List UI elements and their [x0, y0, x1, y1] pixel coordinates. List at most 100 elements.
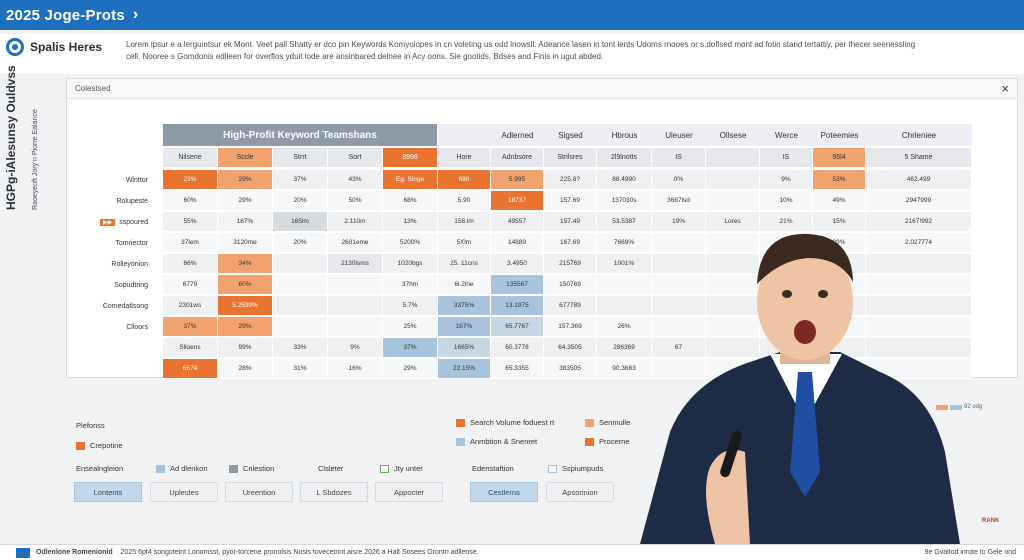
platforms-title: Plefonss: [76, 421, 105, 430]
table-cell: 2947999: [866, 191, 972, 211]
sub-header-cell: 5 Shame: [866, 148, 972, 168]
legend-ambition: Anmbtion & Snenret: [456, 437, 537, 446]
row-label: Tomriector: [70, 233, 148, 253]
table-cell: 50%: [328, 191, 383, 211]
column-header[interactable]: Poteemies: [813, 124, 866, 146]
table-cell: 6674: [163, 359, 218, 379]
sub-header-cell: Strilsres: [544, 148, 597, 168]
retention-button[interactable]: Ureention: [225, 482, 293, 502]
sub-header-cell: Hore: [438, 148, 491, 168]
table-cell: 167.69: [544, 233, 597, 253]
table-cell: 137030s: [597, 191, 652, 211]
engagement-opt-2[interactable]: Cnlestion: [229, 464, 274, 473]
sub-header-cell: Nilsene: [163, 148, 218, 168]
table-cell: 60%: [163, 191, 218, 211]
table-cell: 3120me: [218, 233, 273, 253]
mini-legend: 92 odg: [936, 404, 982, 410]
legend-orange-swatch: [936, 404, 948, 410]
column-header[interactable]: Sigsed: [544, 124, 597, 146]
table-cell: 13%: [383, 212, 438, 232]
legend-label: Procerne: [599, 437, 630, 446]
table-cell: 150769: [544, 275, 597, 295]
column-header[interactable]: Uleuser: [652, 124, 706, 146]
table-cell: Eg. Slnge: [383, 170, 438, 190]
legend-label: Senmulle: [599, 418, 631, 427]
engagement-opt-label: Cnlestion: [243, 464, 275, 473]
close-icon[interactable]: ×: [1001, 81, 1009, 96]
table-cell: 690: [438, 170, 491, 190]
table-cell: 20%: [273, 233, 328, 253]
engagement-opt-3[interactable]: Clsleter: [318, 464, 343, 473]
table-cell: 9%: [760, 170, 813, 190]
column-header[interactable]: Werce: [760, 124, 813, 146]
table-cell: [328, 296, 383, 316]
table-cell: 37%: [273, 170, 328, 190]
row-label: Rolleyonion: [70, 254, 148, 274]
table-cell: [597, 275, 652, 295]
table-cell: 64.3505: [544, 338, 597, 358]
table-cell: 53%: [813, 170, 866, 190]
sub-header-cell: Sort: [328, 148, 383, 168]
updates-button[interactable]: Uplestes: [150, 482, 218, 502]
column-header[interactable]: Chrleniee: [866, 124, 972, 146]
table-cell: [706, 191, 760, 211]
table-cell: 16%: [328, 359, 383, 379]
table-cell: 677789: [544, 296, 597, 316]
table-cell: [652, 254, 706, 274]
table-cell: 9%: [328, 338, 383, 358]
column-header[interactable]: Hbrous: [597, 124, 652, 146]
table-cell: [866, 359, 972, 379]
sub-header-cell: 8996: [383, 148, 438, 168]
table-cell: 165lm: [273, 212, 328, 232]
table-cell: 5200%: [383, 233, 438, 253]
table-cell: 65.3355: [491, 359, 544, 379]
row-label-text: Sopudtring: [114, 281, 148, 289]
table-cell: [706, 254, 760, 274]
table-cell: 29%: [218, 170, 273, 190]
table-cell: 215769: [544, 254, 597, 274]
table-cell: 21%: [760, 212, 813, 232]
watermark-logo: RANK: [982, 518, 1000, 524]
intro-section: Spalis Heres Lorem ipsur e a lerguintsur…: [0, 34, 1024, 74]
column-header[interactable]: Adlerned: [491, 124, 544, 146]
table-cell: 13.1975: [491, 296, 544, 316]
row-label-text: Tomriector: [115, 239, 148, 247]
engagement-opt-4[interactable]: Jty unter: [380, 464, 423, 473]
table-cell: 29%: [218, 317, 273, 337]
orange-light-swatch: [585, 418, 594, 427]
sub-header-cell: Strrt: [273, 148, 328, 168]
table-cell: 53.5387: [597, 212, 652, 232]
sizes-button[interactable]: L Sbdozes: [300, 482, 368, 502]
table-cell: 5.90: [438, 191, 491, 211]
table-cell: 14889: [491, 233, 544, 253]
table-cell: 20%: [273, 191, 328, 211]
appocter-button[interactable]: Appocter: [375, 482, 443, 502]
table-cell: 34%: [218, 254, 273, 274]
adrift-opt[interactable]: Sspiumpuds: [548, 464, 603, 473]
apsonnion-button[interactable]: Apsonnion: [546, 482, 614, 502]
table-cell: 37lem: [163, 233, 218, 253]
engagement-opt-1[interactable]: Ad dlenkon: [156, 464, 208, 473]
legend-senmulle: Senmulle: [585, 418, 630, 427]
column-header[interactable]: Ollsese: [706, 124, 760, 146]
table-cell: 2.027774: [866, 233, 972, 253]
contents-button[interactable]: Lontents: [74, 482, 142, 502]
table-cell: 37%: [163, 317, 218, 337]
intro-heading: Spalis Heres: [30, 40, 103, 54]
row-label-text: Comedatlsong: [102, 302, 148, 310]
side-label-secondary: Raoeyeoft Jory n Piorre Ealance: [32, 109, 39, 210]
legend-search-volume: Search Volume foduest rt: [456, 418, 554, 427]
legend-label: Search Volume foduest rt: [470, 418, 555, 427]
cestlerns-button[interactable]: Cestlerns: [470, 482, 538, 502]
table-cell: [706, 233, 760, 253]
table-cell: [652, 296, 706, 316]
column-header-blank: [438, 124, 491, 146]
row-label: Rolupeste: [70, 191, 148, 211]
chevron-right-icon[interactable]: ›: [132, 6, 139, 23]
table-cell: Slloens: [163, 338, 218, 358]
table-cell: 462.499: [866, 170, 972, 190]
table-cell: [328, 317, 383, 337]
legend-label: Anmbtion & Snenret: [470, 437, 538, 446]
check-swatch: [380, 464, 389, 473]
platform-item[interactable]: Crepotine: [76, 441, 123, 450]
